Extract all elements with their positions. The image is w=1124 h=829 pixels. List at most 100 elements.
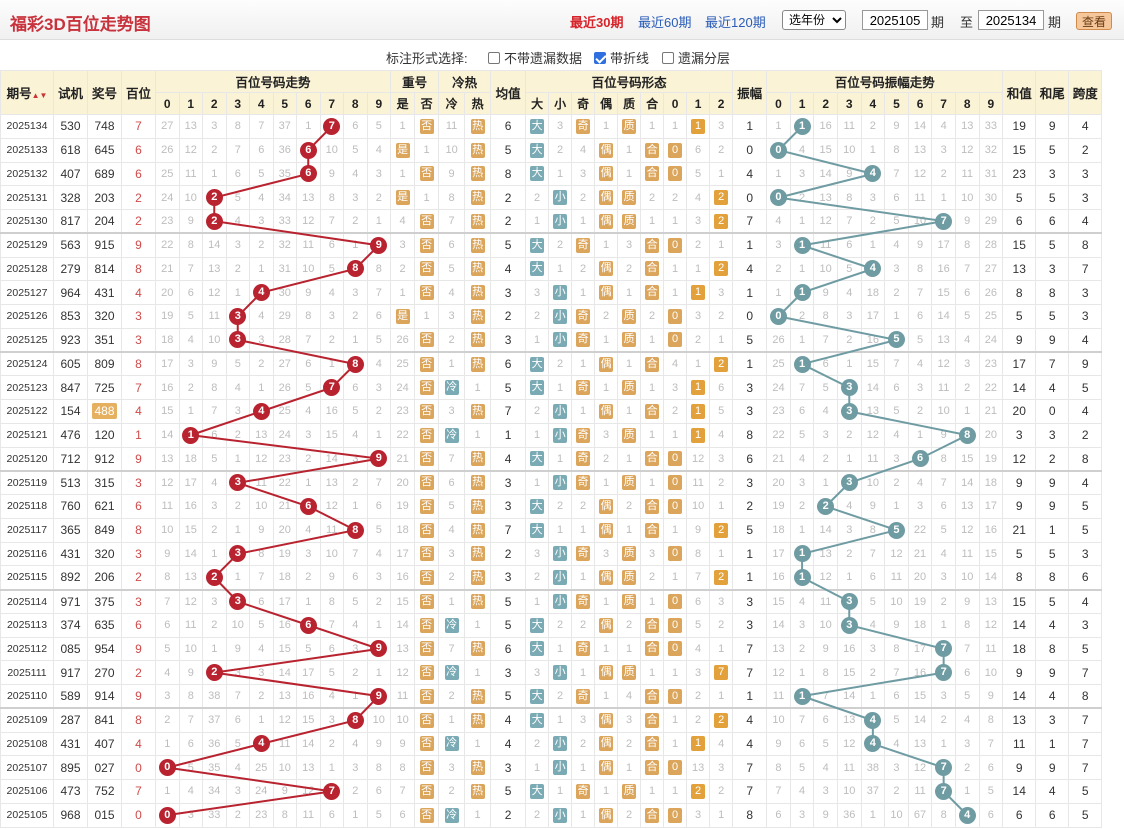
trend-miss-cell: 1 — [202, 541, 227, 567]
query-button[interactable]: 查看 — [1076, 12, 1112, 30]
value-chip: 奇 — [576, 688, 591, 704]
value-chip: 1 — [691, 380, 706, 396]
prize-number: 431 — [94, 285, 115, 300]
value-chip: 小 — [553, 403, 568, 419]
sum-cell: 14 — [1002, 612, 1037, 638]
form-cell: 质 — [617, 327, 642, 353]
tail-cell: 5 — [1035, 232, 1070, 258]
amp-miss-cell: 13 — [978, 588, 1004, 614]
trial-cell: 847 — [53, 375, 88, 400]
form-cell: 3 — [525, 280, 550, 305]
checkbox-icon[interactable] — [662, 51, 674, 64]
hundreds-cell: 2 — [121, 209, 156, 234]
amp-miss-cell: 2 — [860, 660, 886, 685]
option-layer[interactable]: 遗漏分层 — [662, 48, 730, 67]
span-cell: 4 — [1068, 588, 1103, 614]
value-chip: 合 — [645, 166, 660, 182]
sum-cell: 15 — [1002, 232, 1037, 258]
to-issue-input[interactable] — [978, 10, 1044, 30]
amp-miss-cell: 1 — [860, 684, 886, 709]
span-cell: 5 — [1068, 375, 1103, 400]
form-cell: 质 — [617, 375, 642, 400]
year-select[interactable]: 选年份 — [782, 10, 846, 30]
option-no-miss[interactable]: 不带遗漏数据 — [488, 48, 582, 67]
table-row: 2025129 563 915 9 22 8 14 3 2 32 11 6 1 9 3 否 6 热 5 大 2 奇 1 3 合 0… — [0, 232, 1103, 258]
issue-cell: 2025134 — [0, 114, 54, 139]
trend-miss-cell: 2 — [178, 375, 203, 400]
amp-hit-cell: 1 — [789, 351, 815, 377]
amp-miss-cell: 10 — [884, 802, 909, 828]
value-chip: 0 — [668, 546, 683, 562]
prize-number: 689 — [94, 166, 115, 181]
trial-cell: 513 — [53, 469, 88, 495]
from-issue-input[interactable] — [862, 10, 928, 30]
amp-cell: 3 — [732, 399, 768, 424]
value-chip: 否 — [419, 617, 434, 633]
issue-cell: 2025110 — [0, 684, 54, 709]
form-cell: 1 — [686, 399, 711, 424]
form-cell: 2 — [617, 612, 642, 638]
amp-miss-cell: 9 — [884, 114, 909, 139]
teal-ball: 4 — [864, 711, 882, 729]
coldhot-cell: 2 — [438, 327, 466, 353]
trend-miss-cell: 3 — [178, 351, 203, 377]
avg-cell: 6 — [490, 351, 527, 377]
trend-miss-cell: 19 — [272, 541, 297, 567]
amp-miss-cell: 12 — [907, 755, 933, 780]
trend-miss-cell: 5 — [225, 351, 250, 377]
form-cell: 0 — [663, 541, 688, 567]
form-cell: 大 — [525, 612, 550, 638]
trend-hit-cell: 9 — [366, 446, 392, 472]
value-chip: 奇 — [576, 380, 591, 396]
trend-hit-cell: 6 — [296, 494, 321, 519]
form-cell: 3 — [525, 660, 550, 685]
amp-hit-cell: 1 — [789, 684, 815, 709]
sum-cell: 17 — [1002, 351, 1037, 377]
sort-icon[interactable]: ▲▼ — [31, 91, 48, 100]
form-cell: 1 — [571, 802, 596, 828]
form-cell: 2 — [525, 304, 550, 329]
coldhot-cell: 热 — [464, 541, 492, 567]
value-chip: 质 — [622, 783, 637, 799]
period-30-link[interactable]: 最近30期 — [570, 15, 624, 30]
form-cell: 质 — [617, 588, 642, 614]
trend-miss-cell: 2 — [366, 588, 392, 614]
issue-cell: 2025106 — [0, 779, 54, 804]
span-cell: 4 — [1068, 327, 1103, 353]
amp-cell: 8 — [732, 422, 768, 448]
value-chip: 热 — [470, 142, 485, 158]
period-120-link[interactable]: 最近120期 — [705, 15, 766, 30]
form-cell: 1 — [594, 327, 619, 353]
trend-miss-cell: 9 — [178, 209, 203, 234]
period-60-link[interactable]: 最近60期 — [638, 15, 692, 30]
trend-miss-cell: 16 — [155, 375, 180, 400]
value-chip: 0 — [668, 498, 683, 514]
form-cell: 8 — [686, 541, 711, 567]
form-r2: 2 — [709, 92, 734, 115]
trend-miss-cell: 8 — [296, 304, 321, 329]
value-chip: 否 — [419, 498, 434, 514]
avg-cell: 6 — [490, 114, 527, 139]
red-ball: 6 — [299, 141, 317, 159]
avg-cell: 2 — [490, 541, 527, 567]
col-issue[interactable]: 期号▲▼ — [0, 70, 54, 115]
form-cell: 大 — [525, 684, 550, 709]
trend-miss-cell: 6 — [155, 612, 180, 638]
trend-miss-cell: 12 — [296, 779, 321, 804]
checkbox-icon[interactable] — [488, 51, 500, 64]
red-ball: 7 — [323, 117, 341, 135]
tail-cell: 3 — [1035, 161, 1070, 187]
trend-miss-cell: 5 — [178, 755, 203, 780]
hundreds-cell: 9 — [121, 636, 156, 662]
sum-cell: 14 — [1002, 375, 1037, 400]
value-chip: 1 — [691, 427, 706, 443]
trend-miss-cell: 6 — [225, 161, 250, 187]
amp-miss-cell: 10 — [860, 469, 886, 495]
value-chip: 冷 — [444, 380, 459, 396]
option-polyline[interactable]: 带折线 — [594, 48, 649, 67]
amp-miss-cell: 8 — [884, 137, 909, 163]
form-cell: 1 — [663, 779, 688, 804]
repeat-cell: 1 — [390, 161, 416, 187]
repeat-cell: 9 — [390, 731, 416, 757]
checkbox-checked-icon[interactable] — [594, 51, 606, 64]
